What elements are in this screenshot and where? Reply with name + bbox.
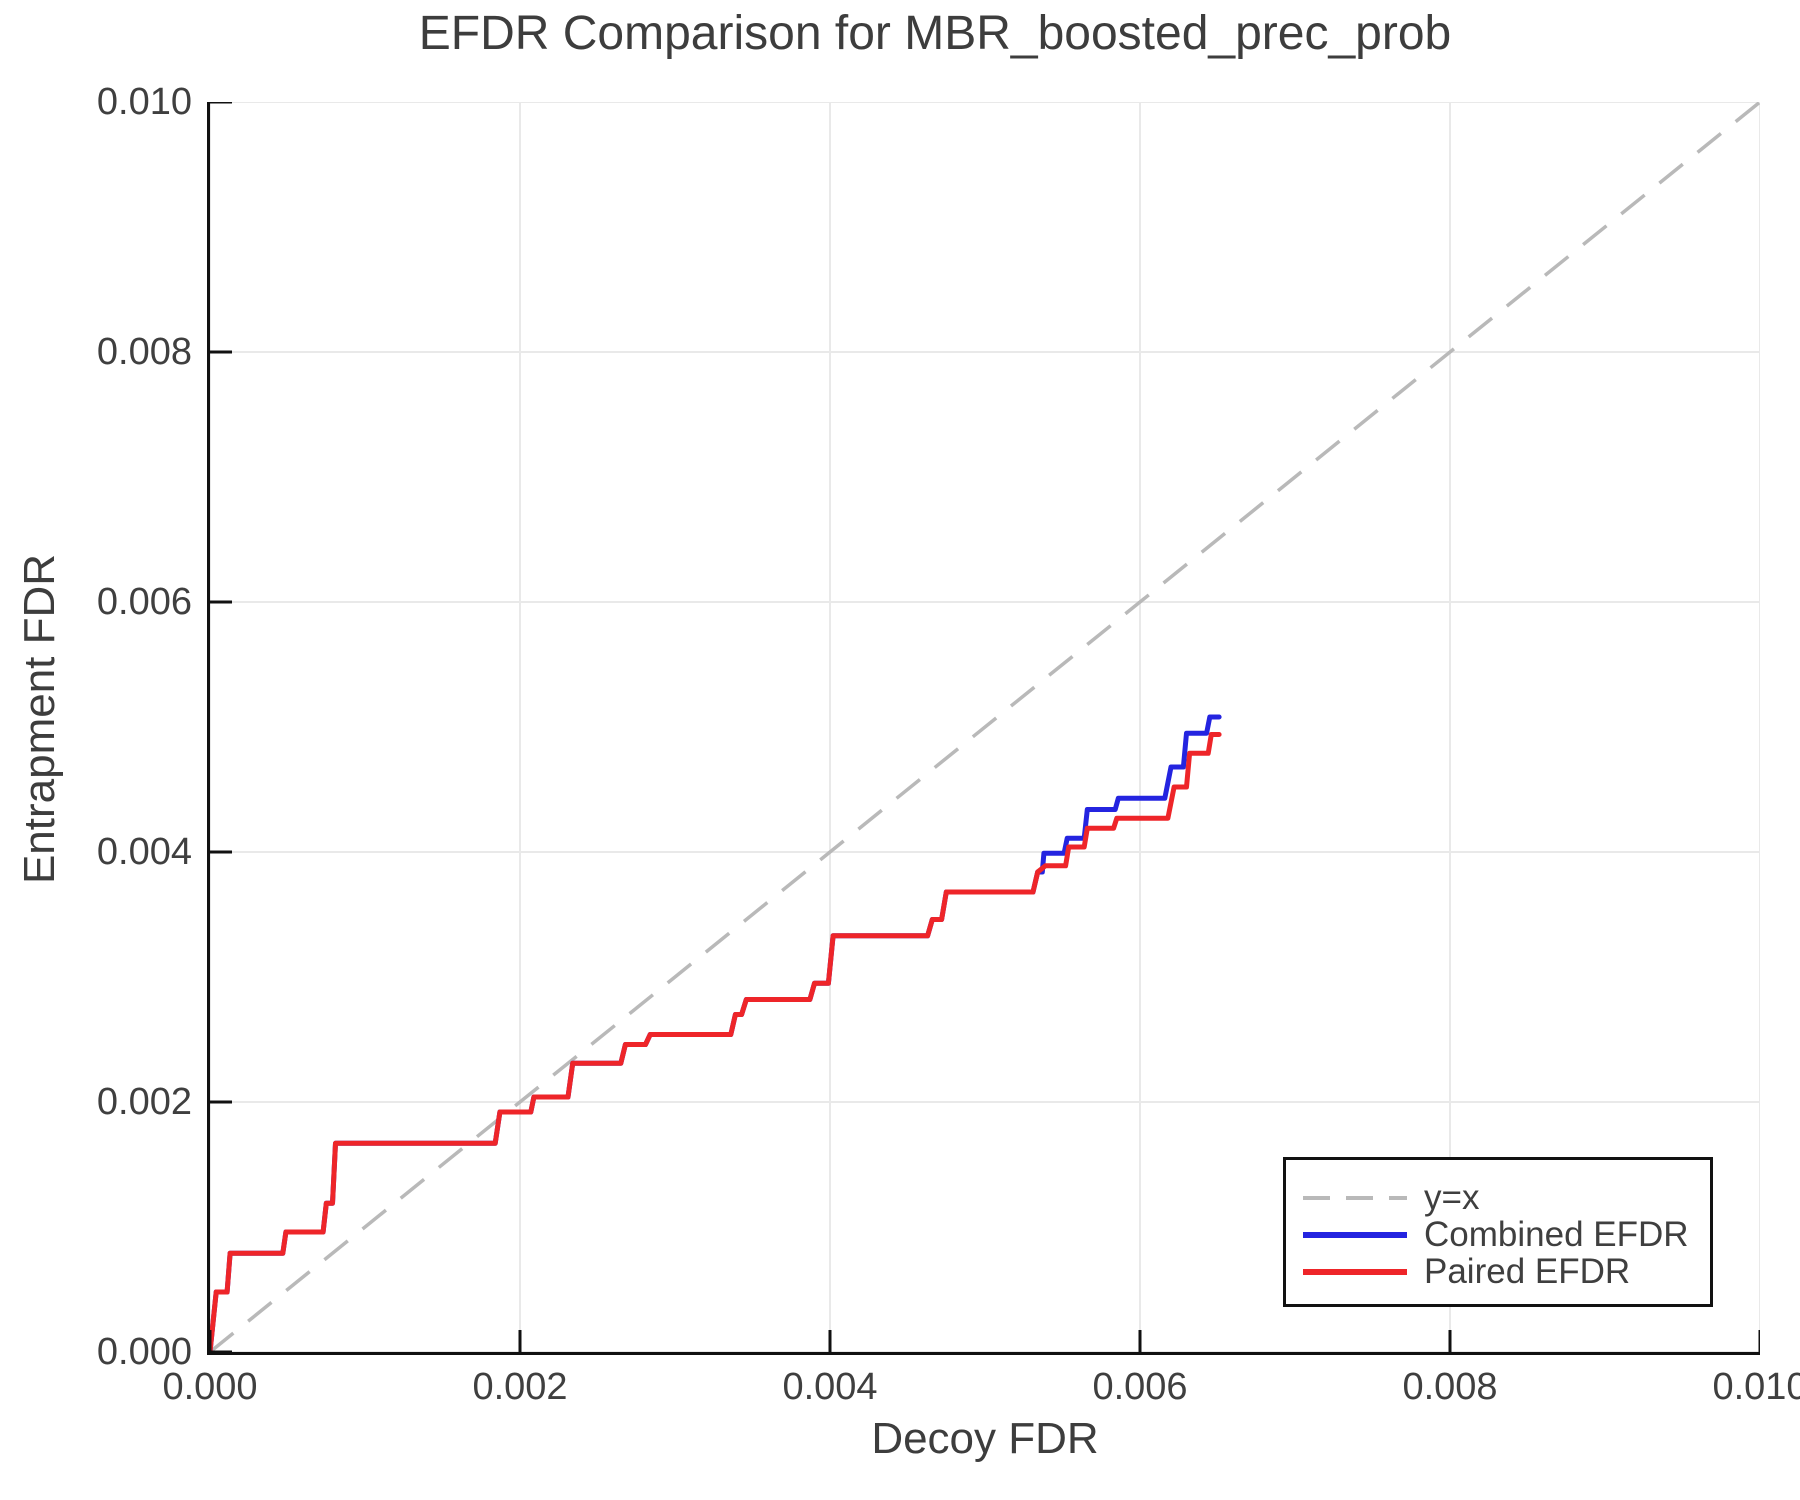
y-tick-label: 0.010	[96, 81, 192, 123]
legend-label-paired: Paired EFDR	[1424, 1251, 1631, 1291]
legend-paired-sample	[1303, 1268, 1407, 1275]
axis-ticks	[210, 102, 1760, 1352]
y-tick-label: 0.008	[96, 331, 192, 373]
y-tick-label: 0.000	[96, 1331, 192, 1373]
x-tick-label: 0.010	[1712, 1366, 1800, 1408]
x-tick-label: 0.000	[162, 1366, 258, 1408]
legend-item-identity: y=x	[1302, 1177, 1710, 1217]
legend: y=x Combined EFDR Paired EFDR	[1283, 1157, 1713, 1307]
chart-title: EFDR Comparison for MBR_boosted_prec_pro…	[418, 7, 1452, 60]
plot-area	[207, 102, 1760, 1355]
legend-combined-sample	[1303, 1231, 1407, 1238]
y-tick-label: 0.002	[96, 1081, 192, 1123]
gridlines	[210, 102, 1760, 1352]
x-tick-label: 0.008	[1402, 1366, 1498, 1408]
legend-item-paired: Paired EFDR	[1302, 1251, 1710, 1291]
legend-label-combined: Combined EFDR	[1424, 1214, 1689, 1254]
x-tick-label: 0.004	[782, 1366, 878, 1408]
legend-label-identity: y=x	[1424, 1177, 1480, 1217]
legend-identity-sample	[1303, 1195, 1407, 1200]
legend-item-combined: Combined EFDR	[1302, 1214, 1710, 1254]
x-axis-label: Decoy FDR	[871, 1414, 1099, 1463]
y-tick-label: 0.004	[96, 831, 192, 873]
x-tick-label: 0.002	[472, 1366, 568, 1408]
y-tick-label: 0.006	[96, 581, 192, 623]
paired-efdr-line	[210, 732, 1222, 1352]
x-tick-label: 0.006	[1092, 1366, 1188, 1408]
plot-svg	[210, 102, 1760, 1352]
identity-line	[210, 102, 1760, 1352]
